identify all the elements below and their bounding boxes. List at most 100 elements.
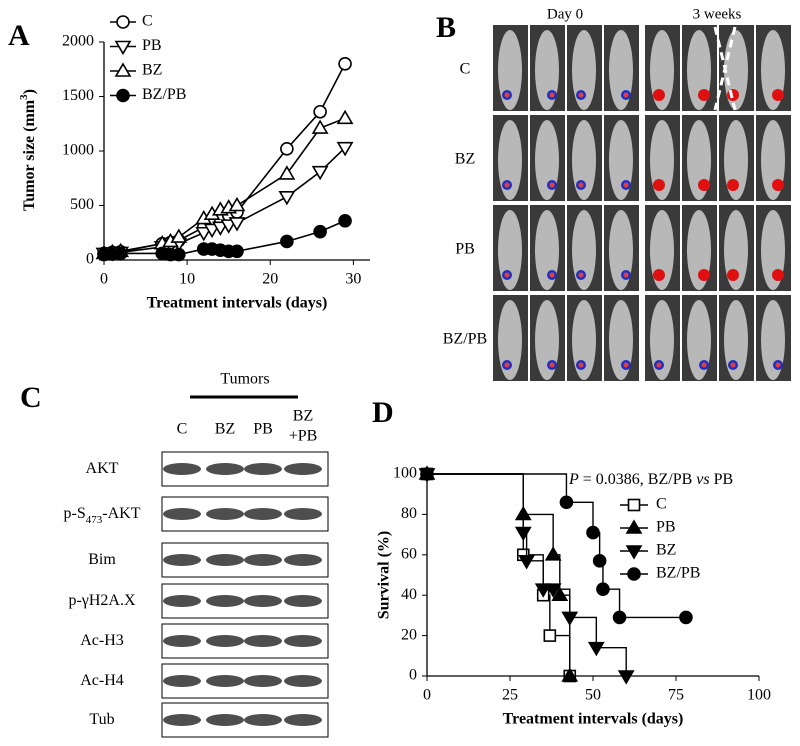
- x-tick-label: 100: [747, 687, 771, 704]
- signal: [727, 89, 739, 101]
- marker: [195, 226, 213, 242]
- signal: [578, 92, 584, 98]
- signal: [504, 182, 510, 188]
- marker: [278, 165, 296, 180]
- marker: [551, 586, 569, 601]
- lane-label: PB: [253, 421, 273, 438]
- legend-label: C: [142, 13, 153, 30]
- blot-band: [206, 554, 244, 566]
- blot-band: [244, 463, 282, 475]
- mouse-body: [498, 30, 522, 110]
- marker: [544, 546, 562, 561]
- x-tick-label: 30: [345, 271, 361, 288]
- label-part: 3: [18, 94, 30, 100]
- marker: [561, 667, 579, 682]
- label-part: vs: [696, 471, 709, 488]
- mouse-body: [572, 120, 596, 200]
- marker: [228, 196, 246, 212]
- series-line: [103, 117, 346, 255]
- marker: [514, 526, 532, 542]
- marker: [338, 213, 352, 228]
- label-part: -AKT: [102, 505, 140, 522]
- label-part: Tumor size (mm: [21, 99, 38, 211]
- y-tick-label: 1000: [62, 142, 94, 159]
- signal: [730, 362, 736, 368]
- signal: [578, 362, 584, 368]
- marker: [172, 247, 186, 262]
- marker: [518, 555, 535, 570]
- blot-band: [244, 508, 282, 520]
- marker: [230, 244, 244, 259]
- label-part: AKT: [86, 460, 119, 477]
- marker: [679, 610, 693, 625]
- mouse-body: [609, 120, 633, 200]
- signal: [549, 362, 555, 368]
- lane-label: BZ: [215, 421, 235, 438]
- blot-band: [163, 463, 201, 475]
- signal: [775, 362, 781, 368]
- blot-band: [206, 714, 244, 726]
- legend-label: C: [656, 496, 667, 513]
- row-label: p-S473-AKT: [64, 505, 141, 526]
- marker: [280, 234, 294, 249]
- marker: [311, 119, 329, 134]
- signal: [727, 269, 739, 281]
- mouse-body: [498, 210, 522, 290]
- marker: [313, 104, 327, 119]
- marker: [313, 224, 327, 239]
- marker: [543, 629, 557, 642]
- step-line: [427, 473, 571, 676]
- blot-band: [206, 595, 244, 607]
- signal: [772, 269, 784, 281]
- mouse-body: [609, 300, 633, 380]
- signal: [653, 89, 665, 101]
- label-part: Ac-H4: [80, 672, 124, 689]
- blot-band: [244, 554, 282, 566]
- column-label: 3 weeks: [693, 6, 742, 22]
- label-part: p-γH2A.X: [68, 592, 136, 609]
- signal: [653, 179, 665, 191]
- signal: [656, 362, 662, 368]
- series-line: [103, 147, 346, 255]
- legend-marker: [114, 62, 132, 77]
- annotation: P = 0.0386, BZ/PB vs PB: [568, 471, 733, 488]
- y-axis-label: Survival (%): [376, 531, 393, 619]
- blot-band: [284, 508, 322, 520]
- panel-label: D: [372, 396, 394, 429]
- marker: [561, 611, 579, 627]
- signal: [623, 362, 629, 368]
- signal: [504, 272, 510, 278]
- blot-band: [206, 635, 244, 647]
- signal: [653, 269, 665, 281]
- mouse-body: [572, 210, 596, 290]
- row-label: C: [460, 61, 471, 78]
- row-label: Ac-H4: [80, 672, 124, 689]
- y-axis-label: Tumor size (mm3): [18, 89, 38, 211]
- label-part: = 0.0386, BZ/PB: [579, 471, 696, 488]
- y-tick-label: 2000: [62, 33, 94, 50]
- label-part: 473: [86, 514, 103, 526]
- blot-band: [163, 554, 201, 566]
- marker: [534, 583, 552, 598]
- mouse-body: [687, 300, 711, 380]
- mouse-body: [535, 120, 559, 200]
- panel-label: A: [8, 19, 30, 52]
- imaging-panel: Day 0 3 weeks C BZ PB BZ/PB: [443, 6, 791, 381]
- x-tick-label: 50: [585, 687, 601, 704]
- excluded-mark: [713, 26, 737, 111]
- label-part: p-S: [64, 505, 86, 522]
- x-tick-label: 20: [262, 271, 278, 288]
- legend-marker: [114, 40, 132, 56]
- signal: [772, 89, 784, 101]
- legend-label: BZ/PB: [656, 565, 700, 582]
- blot-band: [244, 714, 282, 726]
- y-tick-label: 0: [86, 251, 94, 268]
- legend-marker: [116, 15, 130, 29]
- blot-band: [163, 635, 201, 647]
- x-tick-label: 25: [502, 687, 518, 704]
- x-tick-label: 10: [179, 271, 195, 288]
- x-tick-label: 0: [100, 271, 108, 288]
- blot-band: [244, 635, 282, 647]
- step-line: [427, 473, 571, 676]
- signal: [623, 182, 629, 188]
